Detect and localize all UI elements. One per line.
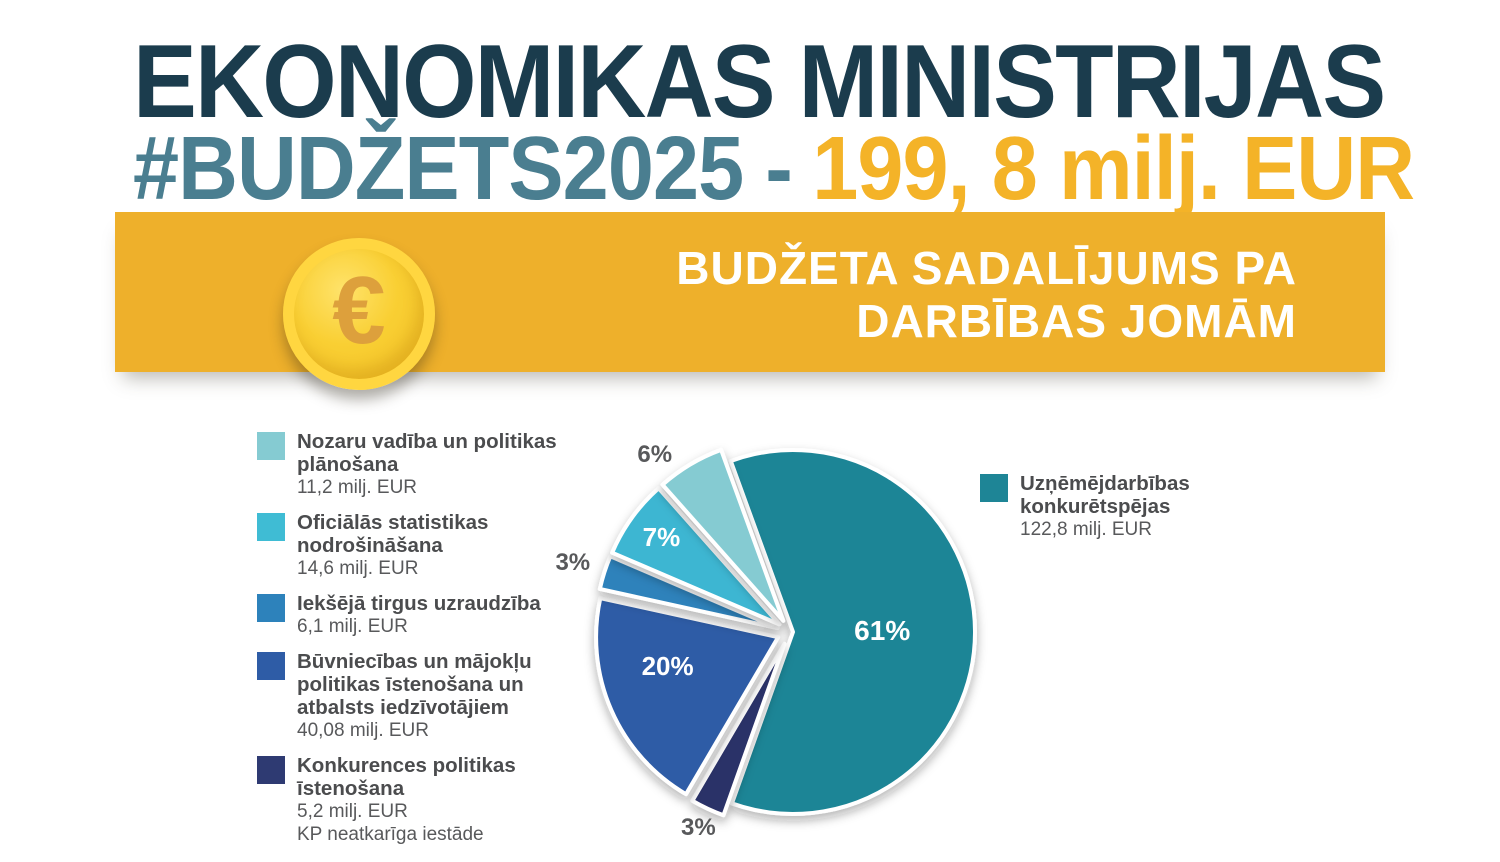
pie-percent-label: 3%	[555, 549, 590, 576]
legend-item: Būvniecības un mājokļu politikas īstenoš…	[257, 650, 569, 742]
legend-item-label: Uzņēmējdarbības konkurētspējas	[1020, 472, 1190, 518]
legend-item: Uzņēmējdarbības konkurētspējas 122,8 milj…	[980, 472, 1212, 541]
legend-item: Nozaru vadība un politikas plānošana 11,2…	[257, 430, 569, 499]
pie-percent-label: 20%	[642, 651, 694, 681]
legend-swatch	[257, 432, 285, 460]
legend-item-value: 14,6 milj. EUR	[297, 558, 419, 579]
legend-swatch	[257, 513, 285, 541]
pie-slice	[660, 447, 786, 623]
legend-left: Nozaru vadība un politikas plānošana 11,2…	[257, 430, 569, 846]
banner-title-line1: BUDŽETA SADALĪJUMS PA	[676, 242, 1297, 294]
legend-item-value: 11,2 milj. EUR	[297, 477, 418, 498]
pie-slice	[728, 448, 977, 816]
page-subtitle: #BUDŽETS2025 -199, 8 milj. EUR	[133, 123, 1415, 215]
budget-total-amount: 199, 8 milj. EUR	[812, 119, 1415, 219]
legend-item-value: 40,08 milj. EUR	[297, 720, 429, 741]
legend-item: Konkurences politikas īstenošana 5,2 milj…	[257, 754, 569, 846]
budget-hashtag: #BUDŽETS2025 -	[133, 119, 793, 219]
euro-coin-icon: €	[283, 238, 435, 390]
euro-sign-icon: €	[332, 257, 386, 364]
budget-pie-chart: 61% 3% 20% 3% 7% 6%	[530, 392, 1050, 862]
pie-percent-label: 3%	[681, 814, 716, 841]
pie-slice	[610, 486, 782, 627]
banner-title-line2: DARBĪBAS JOMĀM	[856, 295, 1297, 347]
pie-slice	[690, 641, 787, 818]
legend-item-label: Iekšējā tirgus uzraudzība	[297, 592, 541, 615]
legend-swatch	[980, 474, 1008, 502]
legend-right: Uzņēmējdarbības konkurētspējas 122,8 milj…	[980, 472, 1212, 541]
legend-item-note: KP neatkarīga iestāde	[297, 824, 484, 845]
legend-swatch	[257, 652, 285, 680]
page-title: EKONOMIKAS MINISTRIJAS	[133, 24, 1386, 140]
legend-swatch	[257, 756, 285, 784]
pie-percent-label: 6%	[637, 441, 672, 468]
legend-item: Iekšējā tirgus uzraudzība 6,1 milj. EUR	[257, 592, 569, 638]
legend-item-value: 6,1 milj. EUR	[297, 616, 408, 637]
legend-item-label: Būvniecības un mājokļu politikas īstenoš…	[297, 650, 532, 719]
pie-slice	[597, 554, 780, 631]
pie-svg: 61% 3% 20% 3% 7% 6%	[555, 441, 977, 841]
legend-item-value: 5,2 milj. EUR	[297, 801, 408, 822]
legend-item-label: Oficiālās statistikas nodrošināšana	[297, 511, 489, 557]
pie-percent-label: 7%	[643, 522, 681, 552]
banner-title: BUDŽETA SADALĪJUMS PA DARBĪBAS JOMĀM	[676, 242, 1297, 348]
legend-swatch	[257, 594, 285, 622]
legend-item: Oficiālās statistikas nodrošināšana 14,6 …	[257, 511, 569, 580]
pie-slice	[594, 596, 781, 797]
pie-percent-label: 61%	[854, 615, 910, 646]
legend-item-label: Nozaru vadība un politikas plānošana	[297, 430, 557, 476]
legend-item-value: 122,8 milj. EUR	[1020, 519, 1152, 540]
legend-item-label: Konkurences politikas īstenošana	[297, 754, 516, 800]
